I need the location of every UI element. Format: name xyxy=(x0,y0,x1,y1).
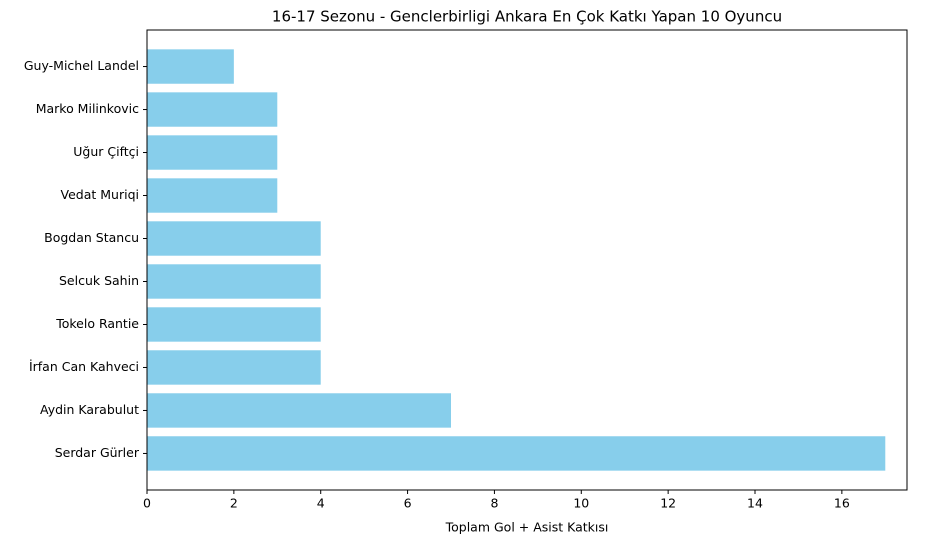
y-tick-label: Uğur Çiftçi xyxy=(73,144,139,159)
x-tick-label: 12 xyxy=(660,496,676,511)
x-tick-label: 14 xyxy=(747,496,763,511)
bar xyxy=(147,221,321,256)
y-tick-label: Marko Milinkovic xyxy=(36,101,139,116)
y-tick-label: Guy-Michel Landel xyxy=(24,58,139,73)
x-tick-label: 8 xyxy=(490,496,498,511)
bar xyxy=(147,393,451,428)
y-tick-label: Bogdan Stancu xyxy=(44,230,139,245)
x-tick-label: 4 xyxy=(317,496,325,511)
y-tick-label: Serdar Gürler xyxy=(55,445,140,460)
x-tick-label: 2 xyxy=(230,496,238,511)
chart-title: 16-17 Sezonu - Genclerbirligi Ankara En … xyxy=(272,8,782,26)
y-tick-label: İrfan Can Kahveci xyxy=(29,359,139,374)
y-tick-label: Aydin Karabulut xyxy=(40,402,139,417)
x-tick-label: 0 xyxy=(143,496,151,511)
x-tick-label: 6 xyxy=(404,496,412,511)
y-tick-label: Vedat Muriqi xyxy=(61,187,139,202)
bar xyxy=(147,178,278,213)
x-tick-label: 10 xyxy=(573,496,589,511)
bar xyxy=(147,49,234,84)
plot-frame xyxy=(146,29,908,491)
bar xyxy=(147,350,321,385)
x-axis-label: Toplam Gol + Asist Katkısı xyxy=(445,520,609,535)
y-tick-label: Selcuk Sahin xyxy=(59,273,139,288)
bar xyxy=(147,307,321,342)
y-tick-label: Tokelo Rantie xyxy=(55,316,139,331)
bar xyxy=(147,135,278,170)
bar xyxy=(147,264,321,299)
x-tick-label: 16 xyxy=(834,496,850,511)
bar xyxy=(147,92,278,127)
bar xyxy=(147,436,886,471)
